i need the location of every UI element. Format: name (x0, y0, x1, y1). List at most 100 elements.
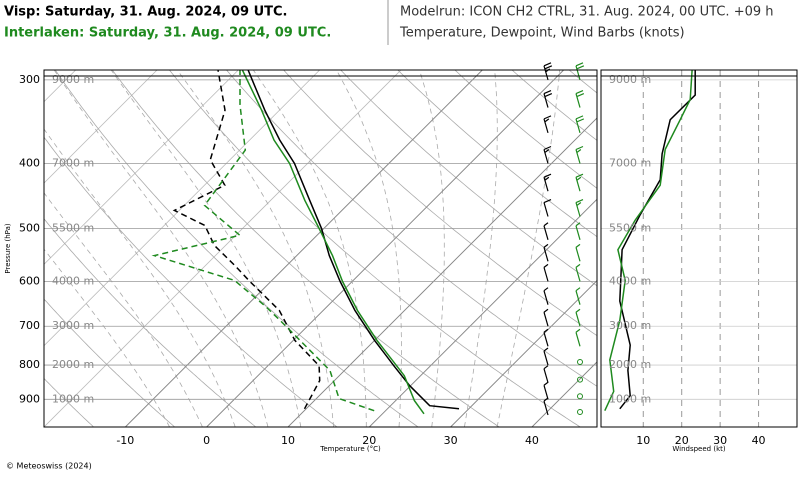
dry-adiabat (44, 377, 94, 427)
dry-adiabat (226, 70, 597, 387)
wind-barb (543, 145, 552, 164)
barb-flag (543, 328, 549, 333)
windspeed-line (604, 70, 693, 412)
barb-flag (575, 145, 584, 151)
y-tick-label: 500 (19, 221, 40, 234)
height-label: 9000 m (609, 73, 651, 86)
moist-adiabat (177, 70, 334, 427)
barb-flag (544, 176, 550, 181)
x-tick-label: 40 (525, 434, 539, 447)
y-tick-label: 300 (19, 73, 40, 86)
wind-barb (543, 173, 552, 192)
barb-flag (543, 263, 549, 268)
barb-staff (543, 350, 549, 366)
wind-barb (543, 397, 549, 416)
barb-flag (575, 90, 584, 95)
barb-staff (543, 247, 549, 262)
wind-barb (543, 198, 552, 217)
grid-line (125, 70, 483, 427)
barb-staff (575, 332, 581, 347)
barb-flag (544, 65, 553, 70)
y-tick-label: 800 (19, 358, 40, 371)
moist-adiabat (418, 70, 445, 427)
barb-flag (576, 65, 585, 70)
height-label: 3000 m (52, 319, 94, 332)
barb-flag (576, 118, 585, 123)
barb-staff (543, 400, 549, 416)
wind-barb (543, 287, 549, 305)
x-axis-label: Windspeed (kt) (672, 445, 725, 453)
x-tick-label: 20 (675, 434, 689, 447)
dry-adiabat (54, 70, 419, 427)
height-label: 2000 m (52, 358, 94, 371)
barb-flag (543, 115, 552, 120)
axes: -10 0 10 20 30 40 300 9000 m 400 7000 m 500 5500 m 6… (4, 62, 798, 453)
wind-barb (543, 243, 549, 262)
height-label: 5500 m (609, 221, 651, 234)
calm-barb (577, 409, 583, 416)
dry-adiabat (454, 70, 597, 189)
dewpoint-line (151, 70, 375, 412)
barb-flag (543, 222, 549, 227)
moist-adiabat (44, 128, 236, 427)
barb-flag (543, 365, 549, 370)
wind-barb (575, 62, 585, 81)
wind-barb (575, 145, 584, 164)
wind-barb (575, 308, 581, 327)
barb-flag (575, 198, 584, 204)
grid-line (450, 279, 597, 427)
grid-line (531, 361, 597, 427)
barb-flag (543, 90, 552, 95)
x-tick-label: 10 (636, 434, 650, 447)
plot-frame (43, 69, 598, 428)
wind-barb (575, 115, 585, 134)
barb-flag (576, 202, 582, 206)
wind-barb (543, 308, 549, 327)
y-tick-label: 900 (19, 392, 40, 405)
isotherm (44, 70, 320, 347)
wind-barb (543, 263, 549, 282)
grid-line (368, 198, 597, 427)
x-tick-label: 10 (281, 434, 295, 447)
barb-staff (543, 385, 549, 400)
barb-staff (543, 368, 549, 383)
wind-barb (543, 90, 553, 108)
calm-barb (577, 393, 583, 400)
dry-adiabat (169, 70, 581, 427)
barb-staff (575, 312, 581, 327)
dry-adiabat (111, 70, 500, 427)
y-tick-label: 700 (19, 319, 40, 332)
y-tick-label: 400 (19, 157, 40, 170)
barb-staff (543, 267, 549, 282)
barb-flag (543, 381, 549, 386)
wind-plot (601, 70, 797, 427)
wind-barb (575, 287, 581, 305)
x-tick-label: 0 (203, 434, 210, 447)
barb-staff (575, 93, 581, 108)
barb-flag (544, 118, 550, 123)
wind-barb (543, 115, 552, 134)
barb-flag (575, 263, 581, 268)
height-label: 2000 m (609, 358, 651, 371)
dry-adiabat (340, 70, 597, 287)
grid-line (287, 117, 597, 427)
footer: © Meteoswiss (2024) (6, 462, 92, 471)
barb-flag (576, 176, 582, 181)
barb-staff (543, 290, 549, 305)
barb-staff (575, 202, 581, 217)
dry-adiabat (44, 218, 257, 427)
barb-flag (575, 115, 584, 120)
y-axis-label: Pressure (hPa) (4, 223, 12, 273)
barb-flag (544, 149, 550, 153)
barb-flag (543, 243, 549, 248)
wind-barb (543, 222, 549, 240)
visp-title: Visp: Saturday, 31. Aug. 2024, 09 UTC. (4, 5, 288, 20)
wind-barb (575, 263, 581, 282)
barb-staff (543, 177, 549, 192)
barb-flag (575, 173, 584, 178)
barb-flag (575, 287, 581, 292)
barb-flag (543, 347, 549, 352)
x-tick-label: -10 (116, 434, 134, 447)
moist-adiabat (252, 70, 367, 427)
